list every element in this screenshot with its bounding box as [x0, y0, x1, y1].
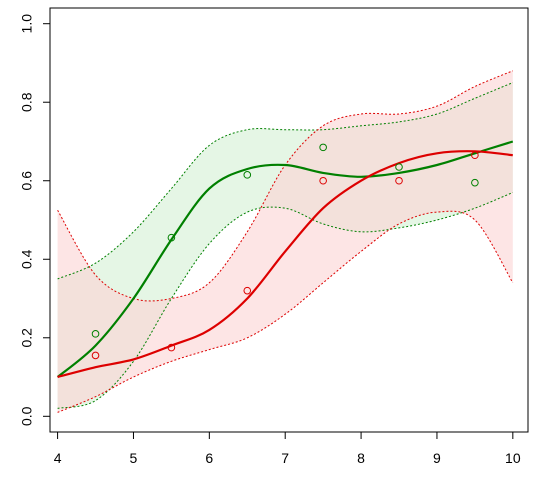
x-tick-label: 8 — [357, 450, 365, 466]
y-tick-label: 0.4 — [19, 249, 35, 269]
x-tick-label: 5 — [130, 450, 138, 466]
y-tick-label: 1.0 — [19, 14, 35, 34]
y-tick-label: 0.2 — [19, 328, 35, 348]
data-point-0-4 — [395, 163, 403, 171]
x-tick-label: 7 — [281, 450, 289, 466]
data-point-0-5 — [471, 178, 479, 187]
y-tick-label: 0.6 — [19, 171, 35, 191]
data-point-1-3 — [319, 176, 327, 185]
x-tick-label: 4 — [54, 450, 62, 466]
data-point-1-4 — [395, 176, 403, 185]
data-points — [91, 143, 479, 360]
data-point-1-2 — [243, 286, 252, 295]
x-tick-label: 10 — [505, 450, 521, 466]
x-tick-label: 9 — [433, 450, 441, 466]
fit-line-1 — [57, 150, 513, 379]
data-point-1-1 — [167, 343, 176, 352]
y-tick-label: 0.0 — [19, 406, 35, 426]
y-tick-label: 0.8 — [19, 92, 35, 112]
data-point-0-0 — [91, 330, 100, 338]
x-axis: 4 5 6 7 8 9 10 — [54, 431, 521, 466]
y-axis: 0.0 0.2 0.4 0.6 0.8 1.0 — [19, 14, 51, 426]
data-point-0-1 — [167, 233, 176, 242]
data-point-0-3 — [319, 143, 327, 152]
lower-bound-line-1 — [57, 210, 514, 413]
confidence-band-1 — [57, 70, 513, 413]
upper-bound-line-0 — [57, 82, 513, 280]
data-point-1-0 — [91, 351, 100, 360]
fit-curves — [56, 140, 514, 379]
x-tick-label: 6 — [205, 450, 213, 466]
data-point-0-2 — [243, 171, 252, 179]
data-point-1-5 — [471, 151, 479, 160]
fit-line-0 — [56, 140, 514, 378]
